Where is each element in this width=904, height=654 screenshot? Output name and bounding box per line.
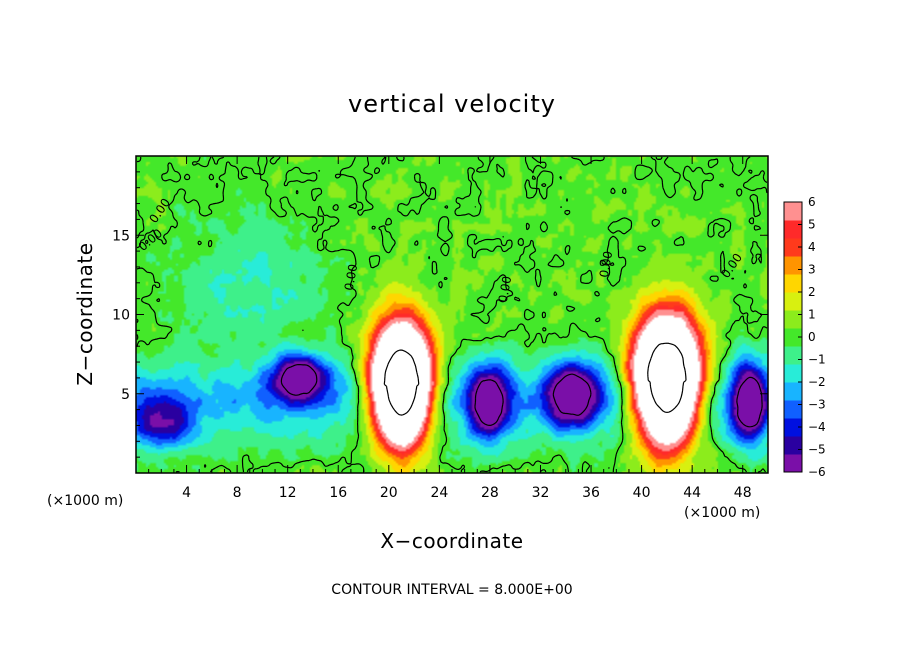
colorbar-swatch-aqua-green: [784, 346, 802, 365]
colorbar-tick-label: 6: [808, 195, 816, 209]
x-tick-label: 16: [329, 485, 347, 501]
colorbar-tick-label: −4: [808, 420, 826, 434]
colorbar-swatch-red: [784, 220, 802, 239]
contour-negative: [280, 364, 763, 428]
x-unit-left: (×1000 m): [47, 493, 123, 509]
colorbar-tick-label: 4: [808, 240, 816, 254]
contour-label: 0.00: [496, 275, 514, 304]
colorbar-tick-label: 0: [808, 330, 816, 344]
contour-interval-note: CONTOUR INTERVAL = 8.000E+00: [331, 582, 572, 598]
colorbar-tick-label: 1: [808, 308, 816, 322]
velocity-field-heatmap: [136, 156, 768, 473]
x-tick-label: 12: [279, 485, 297, 501]
colorbar-tick-label: −3: [808, 398, 826, 412]
colorbar-tick-label: −6: [808, 465, 826, 479]
x-tick-label: 28: [481, 485, 499, 501]
colorbar-swatch-red: [784, 238, 802, 257]
x-axis-label: X−coordinate: [380, 529, 523, 553]
contour-zero: [136, 156, 768, 473]
colorbar-swatch-orange: [784, 274, 802, 293]
x-tick-label: 36: [582, 485, 600, 501]
x-tick-label: 44: [683, 485, 701, 501]
colorbar-swatch-cyan: [784, 364, 802, 383]
contour-label: 0.00: [597, 250, 615, 279]
x-tick-label: 32: [532, 485, 550, 501]
y-tick-label: 5: [121, 387, 130, 403]
colorbar-swatch-light-blue: [784, 382, 802, 401]
y-axis-label: Z−coordinate: [73, 242, 97, 385]
y-tick-label: 10: [112, 308, 130, 324]
colorbar-swatch-pink: [784, 202, 802, 221]
x-tick-label: 40: [633, 485, 651, 501]
colorbar-swatch-purple: [784, 454, 802, 473]
x-tick-label: 20: [380, 485, 398, 501]
x-axis-ticks: 4 8 12 16 20 24 28 32 36 40 44 48: [148, 156, 756, 501]
x-tick-label: 8: [233, 485, 242, 501]
x-tick-label: 48: [734, 485, 752, 501]
colorbar-tick-label: −1: [808, 353, 826, 367]
colorbar: 6 5 4 3 2 1 0 −1 −2 −3 −4 −5 −6: [783, 195, 826, 479]
plot-area: 0.000.000.00 0.000.00 0.00 4 8 12 16 20 24 28 32 3…: [112, 155, 769, 501]
colorbar-swatch-dark-blue: [784, 436, 802, 455]
colorbar-tick-label: 3: [808, 263, 816, 277]
colorbar-swatch-green: [784, 328, 802, 347]
colorbar-swatch-dark-orange: [784, 256, 802, 275]
y-axis-ticks: 5 10 15: [112, 171, 768, 458]
contour-label: 0.00: [342, 263, 360, 292]
chart-title: vertical velocity: [348, 90, 556, 118]
colorbar-swatch-yellow-green: [784, 310, 802, 329]
colorbar-swatch-blue: [784, 418, 802, 437]
colorbar-tick-label: −5: [808, 443, 826, 457]
colorbar-tick-label: 5: [808, 218, 816, 232]
contour-positive: [383, 342, 687, 416]
contour-lines: [136, 156, 768, 473]
colorbar-tick-label: −2: [808, 375, 826, 389]
colorbar-tick-label: 2: [808, 285, 816, 299]
y-tick-label: 15: [112, 228, 130, 244]
colorbar-swatch-mid-blue: [784, 400, 802, 419]
x-unit-right: (×1000 m): [684, 505, 760, 521]
x-tick-label: 24: [430, 485, 448, 501]
x-tick-label: 4: [182, 485, 191, 501]
colorbar-swatch-yellow: [784, 292, 802, 311]
